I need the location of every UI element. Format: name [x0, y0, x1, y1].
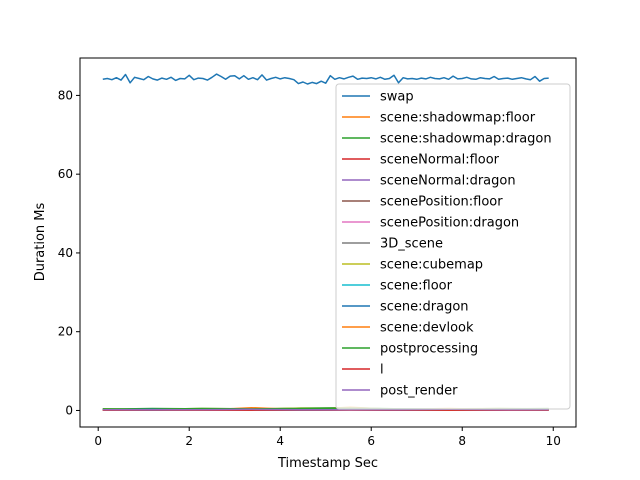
legend-box: [335, 83, 571, 410]
y-tick-label: 60: [58, 167, 73, 181]
y-tick-label: 40: [58, 246, 73, 260]
legend-label: scene:shadowmap:floor: [380, 111, 536, 126]
legend: swap scene:shadowmap:floor scene:shadowmap…: [335, 83, 571, 410]
series-line-0: [102, 73, 549, 85]
legend-label: sceneNormal:dragon: [380, 174, 516, 189]
legend-label: scene:floor: [380, 279, 453, 294]
legend-label: postprocessing: [380, 342, 478, 357]
x-tick-label: 2: [185, 434, 193, 448]
legend-label: scene:devlook: [380, 321, 474, 336]
y-tick-label: 80: [58, 88, 73, 102]
legend-label: 3D_scene: [380, 237, 443, 252]
plot-frame: [79, 57, 577, 428]
x-axis-label: Timestamp Sec: [277, 456, 378, 471]
legend-label: scene:dragon: [380, 300, 469, 315]
legend-label: scene:shadowmap:dragon: [380, 132, 552, 147]
y-axis-label: Duration Ms: [33, 202, 48, 281]
legend-label: scenePosition:dragon: [380, 216, 519, 231]
x-tick-label: 0: [94, 434, 102, 448]
legend-label: scenePosition:floor: [380, 195, 503, 210]
y-axis-ticks: 0 20 40 60 80: [58, 88, 80, 417]
legend-label: sceneNormal:floor: [380, 153, 500, 168]
x-tick-label: 6: [367, 434, 375, 448]
x-tick-label: 8: [458, 434, 466, 448]
legend-label: scene:cubemap: [380, 258, 483, 273]
legend-label: swap: [380, 90, 414, 105]
x-axis-ticks: 0 2 4 6 8 10: [94, 427, 561, 448]
legend-label: l: [380, 363, 384, 378]
x-tick-label: 10: [546, 434, 561, 448]
y-tick-label: 0: [65, 403, 73, 417]
x-tick-label: 4: [276, 434, 284, 448]
legend-label: post_render: [380, 384, 458, 399]
y-tick-label: 20: [58, 325, 73, 339]
